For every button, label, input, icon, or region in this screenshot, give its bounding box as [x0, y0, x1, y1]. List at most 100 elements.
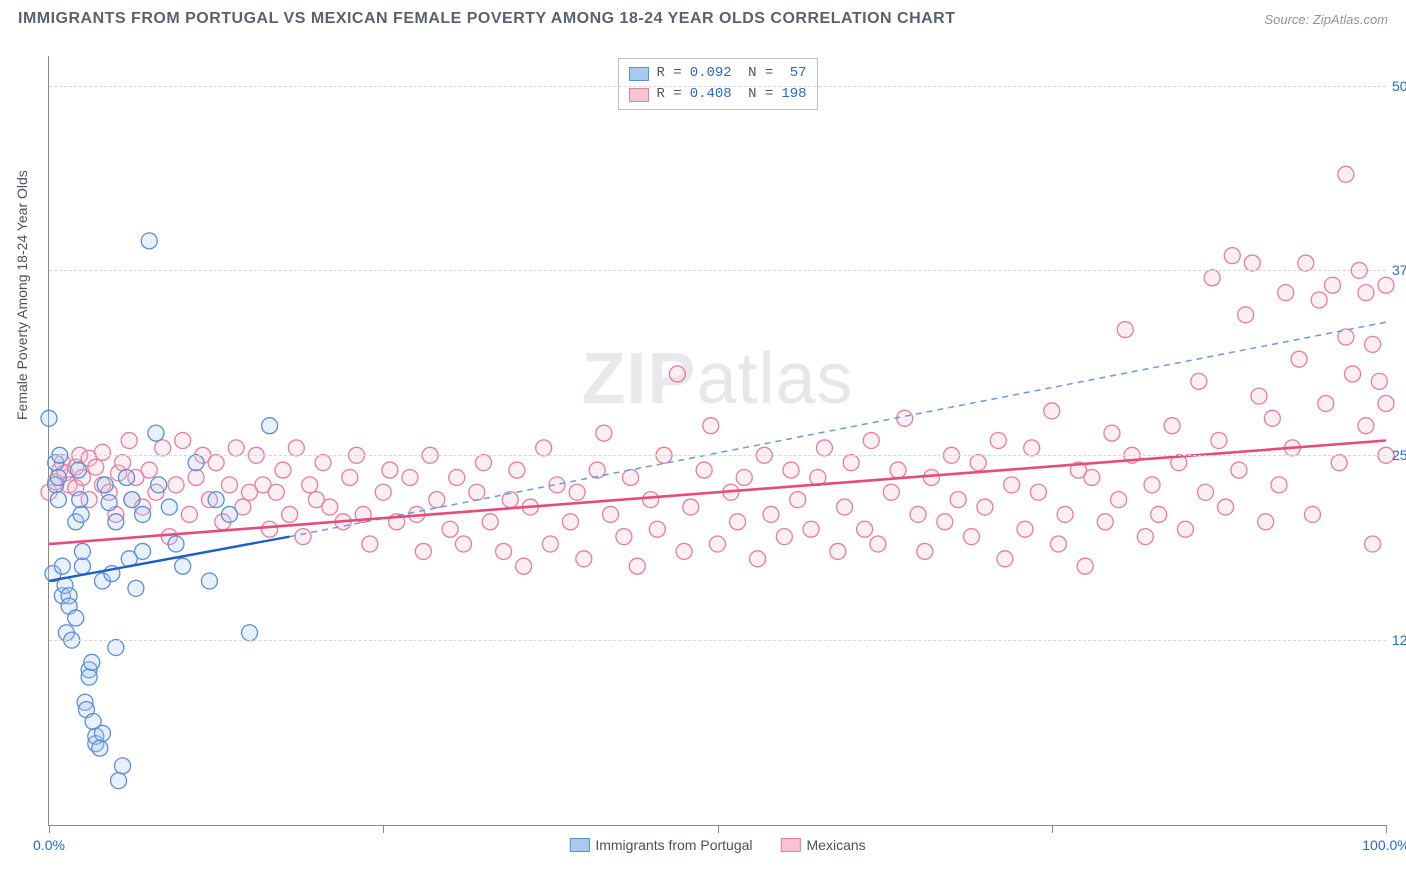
scatter-point [696, 462, 712, 478]
scatter-point [736, 469, 752, 485]
scatter-point [589, 462, 605, 478]
scatter-point [803, 521, 819, 537]
scatter-point [897, 410, 913, 426]
scatter-point [830, 543, 846, 559]
scatter-point [730, 514, 746, 530]
corr-r-value: 0.092 [690, 63, 732, 84]
legend-label: Mexicans [807, 837, 866, 853]
scatter-point [275, 462, 291, 478]
grid-line [49, 86, 1386, 87]
scatter-point [74, 558, 90, 574]
scatter-point [288, 440, 304, 456]
legend-swatch-icon [628, 67, 648, 81]
scatter-point [221, 477, 237, 493]
scatter-point [990, 433, 1006, 449]
scatter-point [181, 506, 197, 522]
scatter-point [268, 484, 284, 500]
grid-line [49, 270, 1386, 271]
scatter-point [937, 514, 953, 530]
scatter-point [175, 558, 191, 574]
scatter-point [1097, 514, 1113, 530]
corr-n-label: N = [740, 84, 774, 105]
scatter-point [576, 551, 592, 567]
scatter-point [402, 469, 418, 485]
scatter-point [315, 455, 331, 471]
scatter-point [970, 455, 986, 471]
scatter-point [1231, 462, 1247, 478]
scatter-point [92, 740, 108, 756]
scatter-point [950, 492, 966, 508]
corr-r-label: R = [656, 63, 681, 84]
scatter-point [509, 462, 525, 478]
scatter-point [883, 484, 899, 500]
scatter-point [135, 543, 151, 559]
legend-bottom: Immigrants from Portugal Mexicans [569, 837, 865, 853]
scatter-point [1298, 255, 1314, 271]
scatter-point [1291, 351, 1307, 367]
scatter-point [1224, 248, 1240, 264]
scatter-point [97, 477, 113, 493]
scatter-point [1164, 418, 1180, 434]
scatter-point [1258, 514, 1274, 530]
scatter-point [295, 529, 311, 545]
scatter-point [84, 654, 100, 670]
scatter-point [476, 455, 492, 471]
scatter-point [111, 773, 127, 789]
scatter-point [455, 536, 471, 552]
scatter-point [482, 514, 498, 530]
scatter-point [1244, 255, 1260, 271]
x-tick-label: 0.0% [33, 837, 65, 853]
scatter-point [1371, 373, 1387, 389]
scatter-point [242, 625, 258, 641]
scatter-point [415, 543, 431, 559]
scatter-point [997, 551, 1013, 567]
scatter-point [917, 543, 933, 559]
scatter-point [362, 536, 378, 552]
scatter-point [68, 610, 84, 626]
scatter-point [50, 469, 66, 485]
scatter-point [81, 669, 97, 685]
scatter-point [175, 433, 191, 449]
scatter-point [790, 492, 806, 508]
scatter-point [890, 462, 906, 478]
scatter-point [837, 499, 853, 515]
scatter-point [843, 455, 859, 471]
scatter-point [302, 477, 318, 493]
scatter-point [151, 477, 167, 493]
y-tick-label: 12.5% [1392, 632, 1406, 648]
scatter-point [72, 492, 88, 508]
scatter-point [863, 433, 879, 449]
scatter-point [870, 536, 886, 552]
scatter-point [322, 499, 338, 515]
scatter-point [1365, 336, 1381, 352]
scatter-point [1024, 440, 1040, 456]
scatter-point [623, 469, 639, 485]
scatter-point [750, 551, 766, 567]
scatter-point [1365, 536, 1381, 552]
scatter-point [88, 459, 104, 475]
scatter-point [1211, 433, 1227, 449]
scatter-point [282, 506, 298, 522]
scatter-point [74, 543, 90, 559]
scatter-plot [49, 56, 1386, 825]
scatter-point [228, 440, 244, 456]
scatter-point [1238, 307, 1254, 323]
scatter-point [964, 529, 980, 545]
x-tick [383, 825, 384, 833]
scatter-point [1318, 396, 1334, 412]
scatter-point [649, 521, 665, 537]
scatter-point [1151, 506, 1167, 522]
correlation-legend: R = 0.092 N = 57 R = 0.408 N = 198 [617, 58, 817, 110]
scatter-point [1338, 166, 1354, 182]
scatter-point [1084, 469, 1100, 485]
scatter-point [1117, 322, 1133, 338]
scatter-point [101, 495, 117, 511]
scatter-point [41, 410, 57, 426]
corr-r-label: R = [656, 84, 681, 105]
scatter-point [629, 558, 645, 574]
scatter-point [161, 499, 177, 515]
scatter-point [710, 536, 726, 552]
y-tick-label: 25.0% [1392, 447, 1406, 463]
scatter-point [70, 462, 86, 478]
scatter-point [683, 499, 699, 515]
